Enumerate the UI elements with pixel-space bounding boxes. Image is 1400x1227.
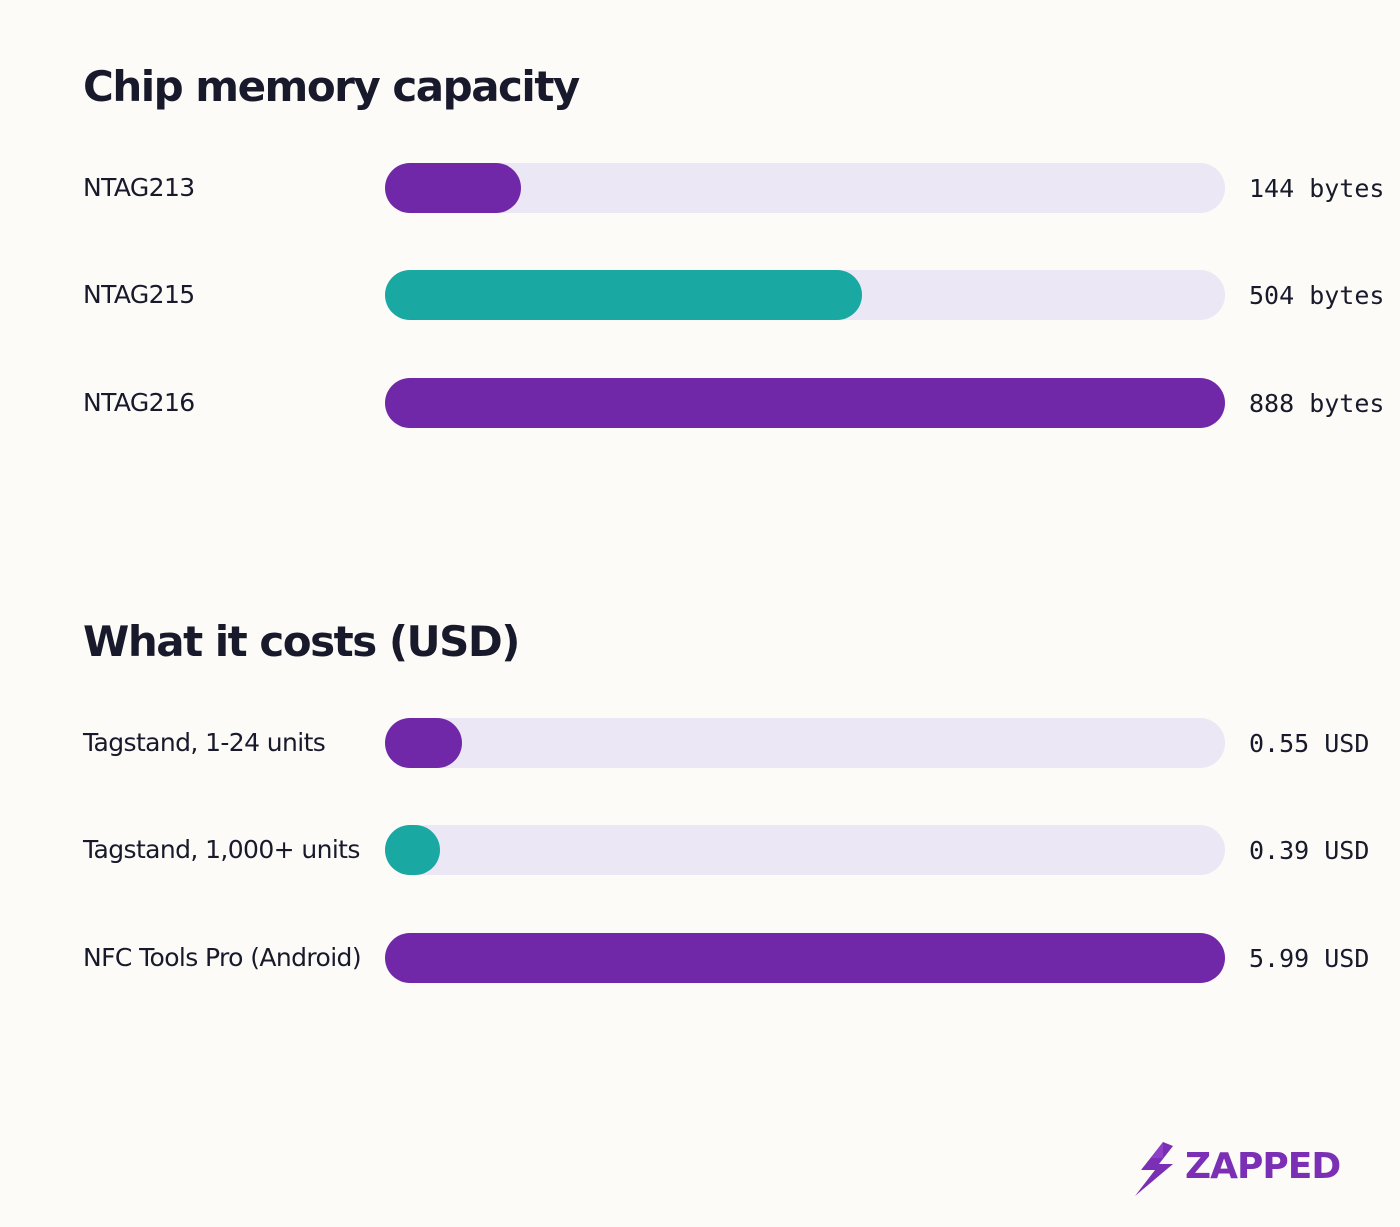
bar-fill bbox=[385, 163, 521, 213]
memory-capacity-chart: Chip memory capacity NTAG213 144 bytes N… bbox=[0, 0, 1400, 480]
brand-name: ZAPPED bbox=[1185, 1146, 1341, 1187]
category-label: Tagstand, 1-24 units bbox=[83, 728, 326, 757]
bar-track bbox=[385, 825, 1225, 875]
category-label: NTAG215 bbox=[83, 280, 195, 309]
cost-chart: What it costs (USD) Tagstand, 1-24 units… bbox=[0, 555, 1400, 1035]
category-label: Tagstand, 1,000+ units bbox=[83, 835, 360, 864]
bar-fill bbox=[385, 933, 1225, 983]
bar-track bbox=[385, 163, 1225, 213]
chart-title: Chip memory capacity bbox=[83, 62, 580, 111]
bar-row-tagstand-small: Tagstand, 1-24 units 0.55 USD bbox=[0, 718, 1400, 768]
bar-row-ntag215: NTAG215 504 bytes bbox=[0, 270, 1400, 320]
category-label: NTAG216 bbox=[83, 388, 195, 417]
bar-track bbox=[385, 270, 1225, 320]
lightning-bolt-logo-icon bbox=[1135, 1142, 1173, 1196]
category-label: NFC Tools Pro (Android) bbox=[83, 943, 362, 972]
chart-title: What it costs (USD) bbox=[83, 617, 520, 666]
bar-row-tagstand-bulk: Tagstand, 1,000+ units 0.39 USD bbox=[0, 825, 1400, 875]
value-label: 5.99 USD bbox=[1249, 944, 1370, 973]
bar-fill bbox=[385, 718, 462, 768]
bar-fill bbox=[385, 378, 1225, 428]
bar-row-nfc-tools-pro: NFC Tools Pro (Android) 5.99 USD bbox=[0, 933, 1400, 983]
bar-fill bbox=[385, 270, 862, 320]
bar-row-ntag213: NTAG213 144 bytes bbox=[0, 163, 1400, 213]
bar-track bbox=[385, 378, 1225, 428]
value-label: 504 bytes bbox=[1249, 281, 1385, 310]
value-label: 888 bytes bbox=[1249, 389, 1385, 418]
value-label: 0.39 USD bbox=[1249, 836, 1370, 865]
bar-track bbox=[385, 718, 1225, 768]
bar-track bbox=[385, 933, 1225, 983]
bar-row-ntag216: NTAG216 888 bytes bbox=[0, 378, 1400, 428]
value-label: 144 bytes bbox=[1249, 174, 1385, 203]
brand-logo: ZAPPED bbox=[1133, 1140, 1363, 1200]
value-label: 0.55 USD bbox=[1249, 729, 1370, 758]
bar-fill bbox=[385, 825, 440, 875]
category-label: NTAG213 bbox=[83, 173, 195, 202]
